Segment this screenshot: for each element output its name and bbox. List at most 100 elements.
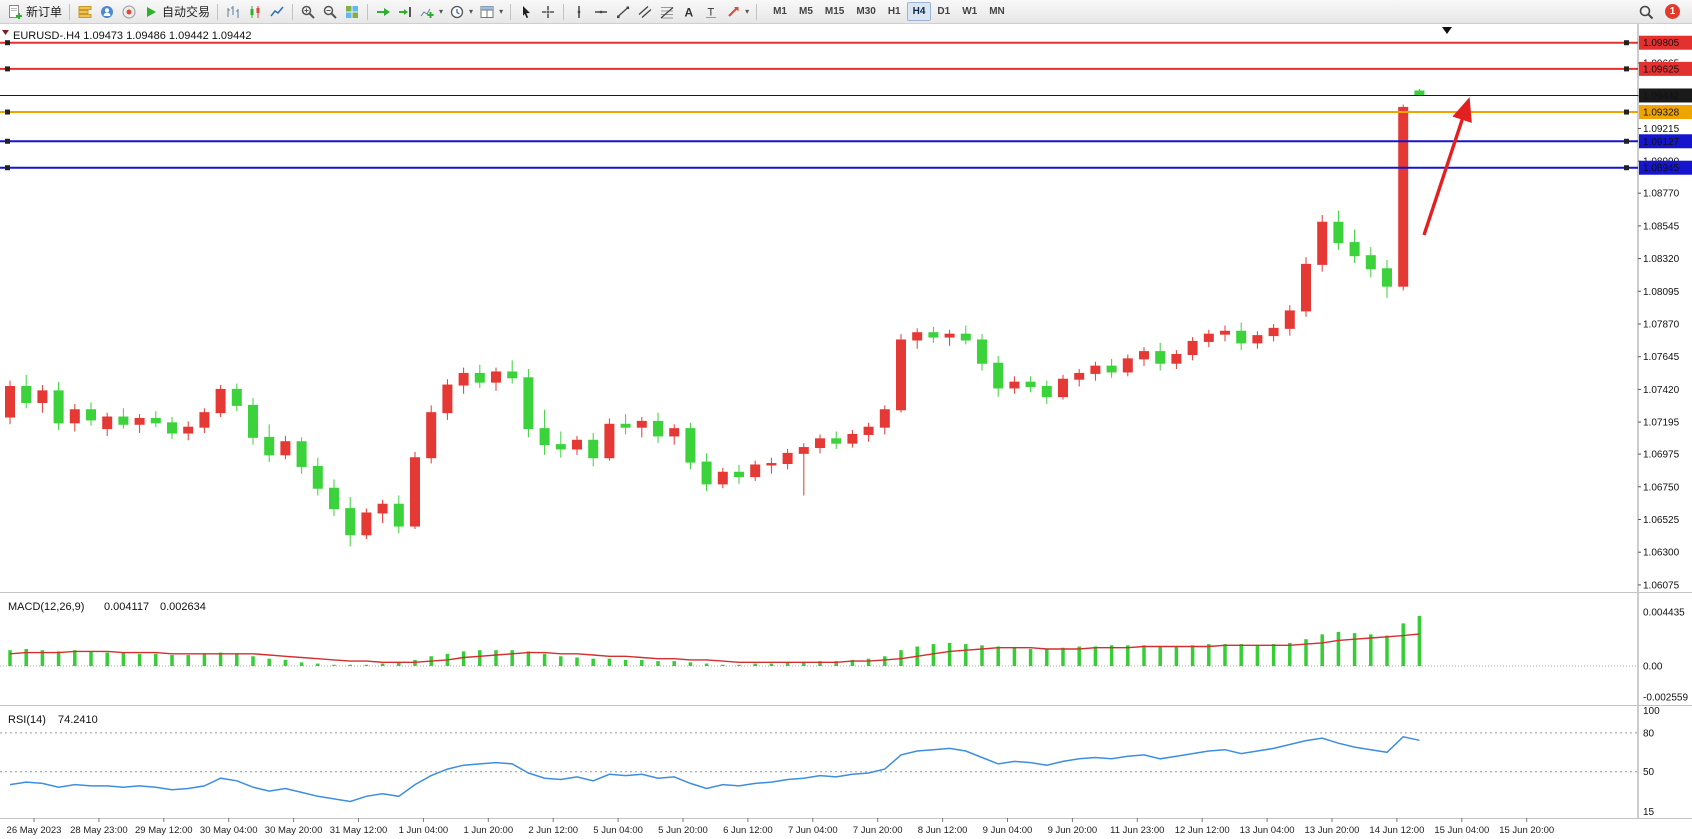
notifications-badge[interactable]: 1 [1665, 4, 1680, 19]
svg-text:1.09805: 1.09805 [1643, 38, 1680, 49]
zoom-out-button[interactable] [319, 2, 341, 22]
price-line-1.08945[interactable]: 1.08945 [0, 160, 1692, 175]
fibonacci-icon [660, 6, 674, 18]
auto-trading-button[interactable]: 自动交易 [140, 2, 213, 22]
trend-arrow-object[interactable] [1422, 97, 1472, 236]
zoom-in-button[interactable] [297, 2, 319, 22]
fibonacci-button[interactable] [656, 2, 678, 22]
chart-shift-icon [399, 6, 412, 17]
crosshair-icon [542, 5, 555, 18]
community-button[interactable] [118, 2, 140, 22]
horizontal-line-button[interactable] [590, 2, 612, 22]
svg-text:1.06300: 1.06300 [1643, 548, 1680, 559]
dropdown-caret-icon: ▾ [745, 7, 750, 16]
zoom-out-icon [323, 5, 337, 19]
rsi-panel: RSI(14) 74.2410 100 80 50 15 [0, 706, 1660, 818]
toolbar-separator [367, 3, 369, 20]
svg-text:A: A [685, 5, 694, 19]
svg-text:31 May 12:00: 31 May 12:00 [330, 825, 388, 836]
timeframe-button-mn[interactable]: MN [989, 6, 1005, 17]
svg-text:5 Jun 20:00: 5 Jun 20:00 [658, 825, 708, 836]
svg-text:1.08770: 1.08770 [1643, 189, 1680, 200]
toolbar-separator [510, 3, 512, 20]
svg-text:14 Jun 12:00: 14 Jun 12:00 [1369, 825, 1424, 836]
macd-signal-value: 0.002634 [160, 601, 206, 613]
trendline-button[interactable] [612, 2, 634, 22]
templates-button[interactable]: ▾ [476, 2, 506, 22]
new-order-button[interactable]: 新订单 [4, 2, 65, 22]
price-badge [1639, 134, 1692, 149]
search-button[interactable] [1635, 2, 1657, 22]
auto-trading-label: 自动交易 [162, 5, 211, 19]
timeframe-button-m30[interactable]: M30 [856, 6, 876, 17]
dropdown-caret-icon: ▾ [439, 7, 444, 16]
zoom-in-icon [301, 5, 315, 19]
timeframe-button-h4[interactable]: H4 [906, 2, 932, 21]
chart-shift-button[interactable] [394, 2, 416, 22]
periods-button[interactable]: ▾ [446, 2, 476, 22]
rsi-label: RSI(14) [8, 714, 46, 726]
timeframe-button-d1[interactable]: D1 [937, 6, 951, 17]
bar-chart-icon [227, 5, 239, 18]
price-badge [1639, 105, 1692, 120]
indicators-button[interactable]: ▾ [416, 2, 446, 22]
templates-icon [480, 5, 494, 18]
svg-text:1 Jun 20:00: 1 Jun 20:00 [463, 825, 513, 836]
cursor-button[interactable] [515, 2, 537, 22]
svg-text:7 Jun 20:00: 7 Jun 20:00 [853, 825, 903, 836]
support-icon [101, 5, 114, 18]
svg-text:1.09215: 1.09215 [1643, 124, 1680, 135]
channel-icon [638, 5, 652, 18]
timeframe-button-h1[interactable]: H1 [887, 6, 901, 17]
price-line-1.09805[interactable]: 1.09805 [0, 35, 1692, 50]
price-line-1.09625[interactable]: 1.09625 [0, 61, 1692, 76]
candlestick-chart-button[interactable] [244, 2, 266, 22]
svg-text:1.09127: 1.09127 [1643, 137, 1680, 148]
timeframe-button-m15[interactable]: M15 [824, 6, 845, 17]
text-icon: A [685, 5, 694, 19]
search-icon [1639, 5, 1654, 19]
time-axis[interactable]: 26 May 2023 28 May 23:00 29 May 12:00 30 Ma… [7, 818, 1555, 836]
price-badge [1639, 61, 1692, 76]
candlesticks [5, 89, 1425, 547]
svg-text:1.07645: 1.07645 [1643, 352, 1680, 363]
svg-text:8 Jun 12:00: 8 Jun 12:00 [918, 825, 968, 836]
text-label-button[interactable]: T [700, 2, 722, 22]
candlestick-chart-icon [250, 5, 260, 18]
timeframe-button-m1[interactable]: M1 [773, 6, 787, 17]
svg-text:5 Jun 04:00: 5 Jun 04:00 [593, 825, 643, 836]
crosshair-button[interactable] [537, 2, 559, 22]
line-chart-icon [270, 6, 284, 16]
price-badge [1639, 35, 1692, 50]
toolbar-separator [563, 3, 565, 20]
auto-scroll-button[interactable] [372, 2, 394, 22]
tile-windows-button[interactable] [341, 2, 363, 22]
chart-plot-area[interactable] [0, 24, 1638, 818]
svg-text:1.07420: 1.07420 [1643, 385, 1680, 396]
macd-panel: MACD(12,26,9) 0.004117 0.002634 0.004435 0.0… [0, 601, 1688, 704]
price-badge [1639, 88, 1692, 103]
price-line-1.09328[interactable]: 1.09328 [0, 105, 1692, 120]
vertical-line-icon [577, 5, 581, 18]
bar-chart-button[interactable] [222, 2, 244, 22]
svg-text:1.09442: 1.09442 [1643, 91, 1680, 102]
market-depth-button[interactable] [74, 2, 96, 22]
svg-text:1.06525: 1.06525 [1643, 515, 1680, 526]
arrows-button[interactable]: ▾ [722, 2, 752, 22]
svg-text:15 Jun 04:00: 15 Jun 04:00 [1434, 825, 1489, 836]
svg-text:1.09625: 1.09625 [1643, 64, 1680, 75]
price-line-1.09442[interactable]: 1.09442 [0, 88, 1692, 103]
svg-text:9 Jun 20:00: 9 Jun 20:00 [1048, 825, 1098, 836]
line-chart-button[interactable] [266, 2, 288, 22]
price-line-1.09127[interactable]: 1.09127 [0, 134, 1692, 149]
tile-windows-icon [346, 5, 359, 18]
vertical-line-button[interactable] [568, 2, 590, 22]
text-button[interactable]: A [678, 2, 700, 22]
price-chart[interactable]: 1.096651.094401.092151.089901.087701.085… [0, 24, 1692, 839]
svg-text:T: T [708, 6, 715, 18]
timeframe-button-w1[interactable]: W1 [962, 6, 978, 17]
support-button[interactable] [96, 2, 118, 22]
svg-text:1.07870: 1.07870 [1643, 319, 1680, 330]
channel-button[interactable] [634, 2, 656, 22]
timeframe-button-m5[interactable]: M5 [799, 6, 813, 17]
